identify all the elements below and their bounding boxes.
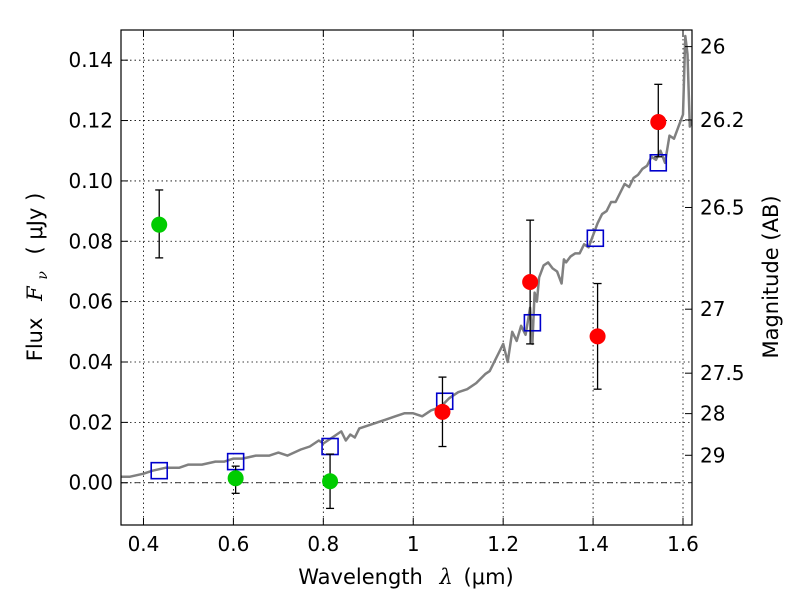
x-tick-label: 1.2 xyxy=(487,532,519,556)
y-tick-label: 0.06 xyxy=(68,290,113,314)
model-photometry-square xyxy=(321,437,339,456)
y-tick-label: 0.02 xyxy=(68,410,113,434)
x-axis-label-text: Wavelength xyxy=(298,565,423,589)
y2-tick-label: 26.5 xyxy=(700,195,745,219)
observed-flux-point xyxy=(434,403,451,420)
y2-tick-label: 29 xyxy=(700,443,725,467)
x-axis-label-unit: (μm) xyxy=(464,565,514,589)
x-tick-label: 0.4 xyxy=(128,532,160,556)
y2-tick-label: 27 xyxy=(700,297,725,321)
observed-flux-point xyxy=(650,114,667,131)
x-tick-label: 1.6 xyxy=(667,532,699,556)
series-layer xyxy=(121,34,692,510)
y2-tick-label: 26 xyxy=(700,35,725,59)
plot-frame xyxy=(120,29,693,526)
y-axis-label-symbol: F xyxy=(23,285,47,302)
y2-tick-label: 28 xyxy=(700,402,725,426)
observed-flux-point xyxy=(522,274,539,291)
model-spectrum-line xyxy=(121,34,692,478)
tick-layer: 0.4 0.6 0.8 1 1.2 1.4 1.6 0.00 0.02 0.04 0.06 0.08 0… xyxy=(68,30,745,556)
observed-flux-point xyxy=(322,473,339,490)
y2-tick-label: 26.2 xyxy=(700,108,745,132)
y-axis-label: Flux F ν ( μJy ) xyxy=(23,193,52,362)
x-tick-label: 1 xyxy=(407,532,420,556)
x-axis-label: Wavelength λ (μm) xyxy=(298,565,513,589)
observed-flux-point xyxy=(227,470,244,487)
y-tick-label: 0.10 xyxy=(68,169,113,193)
observed-flux-point xyxy=(589,328,606,345)
model-photometry-square xyxy=(150,461,169,480)
model-photometry-square xyxy=(586,229,605,248)
y-tick-label: 0.04 xyxy=(68,350,113,374)
x-tick-label: 0.6 xyxy=(217,532,249,556)
x-tick-label: 0.8 xyxy=(307,532,339,556)
y-axis-label-unit: ( μJy ) xyxy=(23,193,47,255)
y-tick-label: 0.00 xyxy=(68,471,113,495)
y-axis-label-subscript: ν xyxy=(35,271,51,280)
y-tick-label: 0.14 xyxy=(68,48,113,72)
x-tick-label: 1.4 xyxy=(577,532,609,556)
y2-axis-label: Magnitude (AB) xyxy=(759,195,783,358)
y-axis-label-text: Flux xyxy=(23,318,47,362)
y-tick-label: 0.08 xyxy=(68,229,113,253)
observed-flux-point xyxy=(151,216,168,233)
y2-tick-label: 27.5 xyxy=(700,361,745,385)
x-axis-label-symbol: λ xyxy=(439,565,453,589)
grid xyxy=(121,30,692,525)
y-tick-label: 0.12 xyxy=(68,109,113,133)
model-photometry-square xyxy=(523,313,542,332)
